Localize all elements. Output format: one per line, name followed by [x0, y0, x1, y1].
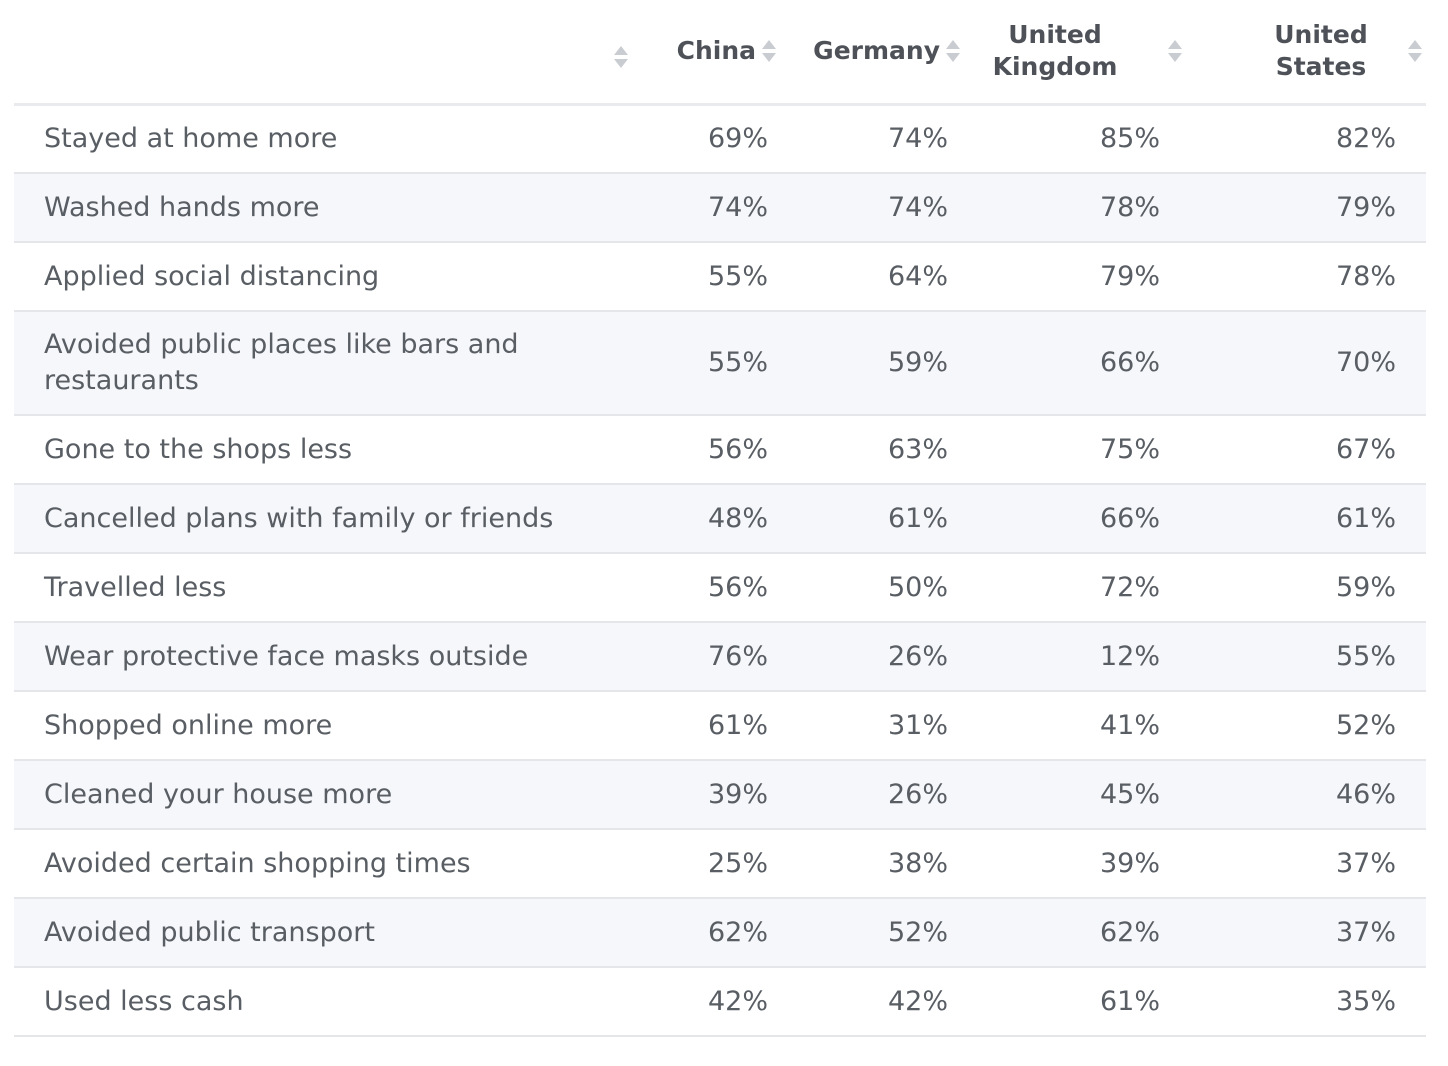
cell-value-germany: 38% — [887, 847, 948, 879]
column-header-united-states[interactable]: United States — [1206, 0, 1426, 104]
cell-value-uk: 45% — [1099, 778, 1160, 810]
table-row: Applied social distancing 55% 64% 79% 78% — [14, 242, 1426, 311]
sort-arrows-icon[interactable] — [1168, 38, 1182, 64]
data-table: China Germany United Kingdom — [14, 0, 1426, 1037]
cell-value-uk: 78% — [1099, 191, 1160, 223]
cell-value-china: 56% — [707, 571, 768, 603]
cell-value-china: 48% — [707, 502, 768, 534]
row-label: Applied social distancing — [44, 260, 380, 292]
cell-value-china: 55% — [707, 347, 768, 378]
cell-value-us: 52% — [1335, 709, 1396, 741]
data-table-container: China Germany United Kingdom — [14, 0, 1426, 1037]
table-body: Stayed at home more 69% 74% 85% 82% Washed ha… — [14, 104, 1426, 1036]
table-row: Avoided public places like bars and rest… — [14, 311, 1426, 415]
cell-value-germany: 42% — [887, 985, 948, 1017]
cell-value-us: 82% — [1335, 122, 1396, 154]
cell-value-us: 61% — [1335, 502, 1396, 534]
sort-arrows-icon[interactable] — [1408, 38, 1422, 64]
cell-value-us: 78% — [1335, 260, 1396, 292]
cell-value-uk: 12% — [1099, 640, 1160, 672]
cell-value-germany: 74% — [887, 122, 948, 154]
cell-value-germany: 52% — [887, 916, 948, 948]
header-row: China Germany United Kingdom — [14, 0, 1426, 104]
cell-value-us: 46% — [1335, 778, 1396, 810]
table-row: Shopped online more 61% 31% 41% 52% — [14, 691, 1426, 760]
row-label: Wear protective face masks outside — [44, 640, 529, 672]
row-label: Avoided public places like bars and rest… — [44, 329, 519, 396]
table-row: Gone to the shops less 56% 63% 75% 67% — [14, 415, 1426, 484]
table-row: Avoided certain shopping times 25% 38% 39% 3… — [14, 829, 1426, 898]
table-row: Wear protective face masks outside 76% 26%… — [14, 622, 1426, 691]
column-header-label[interactable] — [14, 0, 640, 104]
cell-value-china: 56% — [707, 433, 768, 465]
row-label: Avoided certain shopping times — [44, 847, 471, 879]
table-row: Used less cash 42% 42% 61% 35% — [14, 967, 1426, 1036]
cell-value-us: 70% — [1335, 347, 1396, 378]
table-row: Travelled less 56% 50% 72% 59% — [14, 553, 1426, 622]
cell-value-us: 67% — [1335, 433, 1396, 465]
cell-value-china: 39% — [707, 778, 768, 810]
cell-value-uk: 79% — [1099, 260, 1160, 292]
table-row: Washed hands more 74% 74% 78% 79% — [14, 173, 1426, 242]
row-label: Gone to the shops less — [44, 433, 353, 465]
cell-value-germany: 74% — [887, 191, 948, 223]
table-row: Cleaned your house more 39% 26% 45% 46% — [14, 760, 1426, 829]
cell-value-germany: 64% — [887, 260, 948, 292]
cell-value-uk: 85% — [1099, 122, 1160, 154]
column-header-united-states-text: United States — [1274, 20, 1368, 82]
table-row: Stayed at home more 69% 74% 85% 82% — [14, 104, 1426, 173]
cell-value-germany: 61% — [887, 502, 948, 534]
cell-value-germany: 63% — [887, 433, 948, 465]
cell-value-china: 62% — [707, 916, 768, 948]
row-label: Used less cash — [44, 985, 244, 1017]
cell-value-us: 37% — [1335, 847, 1396, 879]
cell-value-uk: 66% — [1099, 347, 1160, 378]
sort-arrows-icon[interactable] — [762, 38, 776, 64]
cell-value-china: 61% — [707, 709, 768, 741]
column-header-germany[interactable]: Germany — [780, 0, 960, 104]
cell-value-china: 74% — [707, 191, 768, 223]
cell-value-us: 59% — [1335, 571, 1396, 603]
row-label: Shopped online more — [44, 709, 333, 741]
cell-value-uk: 41% — [1099, 709, 1160, 741]
column-header-united-kingdom-text: United Kingdom — [992, 20, 1118, 82]
cell-value-us: 35% — [1335, 985, 1396, 1017]
cell-value-uk: 66% — [1099, 502, 1160, 534]
row-label: Stayed at home more — [44, 122, 338, 154]
column-header-china[interactable]: China — [640, 0, 780, 104]
column-header-china-text: China — [676, 36, 756, 66]
table-row: Avoided public transport 62% 52% 62% 37% — [14, 898, 1426, 967]
row-label: Cancelled plans with family or friends — [44, 502, 554, 534]
cell-value-china: 76% — [707, 640, 768, 672]
cell-value-germany: 26% — [887, 640, 948, 672]
row-label: Washed hands more — [44, 191, 320, 223]
cell-value-uk: 61% — [1099, 985, 1160, 1017]
cell-value-china: 25% — [707, 847, 768, 879]
cell-value-uk: 39% — [1099, 847, 1160, 879]
cell-value-germany: 59% — [887, 347, 948, 378]
cell-value-germany: 50% — [887, 571, 948, 603]
cell-value-germany: 26% — [887, 778, 948, 810]
cell-value-us: 55% — [1335, 640, 1396, 672]
row-label: Travelled less — [44, 571, 227, 603]
table-row: Cancelled plans with family or friends 48… — [14, 484, 1426, 553]
row-label: Avoided public transport — [44, 916, 375, 948]
column-header-germany-text: Germany — [813, 36, 940, 66]
sort-arrows-icon[interactable] — [614, 44, 628, 70]
column-header-united-kingdom[interactable]: United Kingdom — [960, 0, 1206, 104]
cell-value-china: 55% — [707, 260, 768, 292]
cell-value-us: 79% — [1335, 191, 1396, 223]
cell-value-uk: 72% — [1099, 571, 1160, 603]
cell-value-china: 69% — [707, 122, 768, 154]
table-header: China Germany United Kingdom — [14, 0, 1426, 104]
cell-value-uk: 75% — [1099, 433, 1160, 465]
cell-value-china: 42% — [707, 985, 768, 1017]
row-label: Cleaned your house more — [44, 778, 393, 810]
cell-value-uk: 62% — [1099, 916, 1160, 948]
sort-arrows-icon[interactable] — [946, 38, 960, 64]
cell-value-germany: 31% — [887, 709, 948, 741]
cell-value-us: 37% — [1335, 916, 1396, 948]
